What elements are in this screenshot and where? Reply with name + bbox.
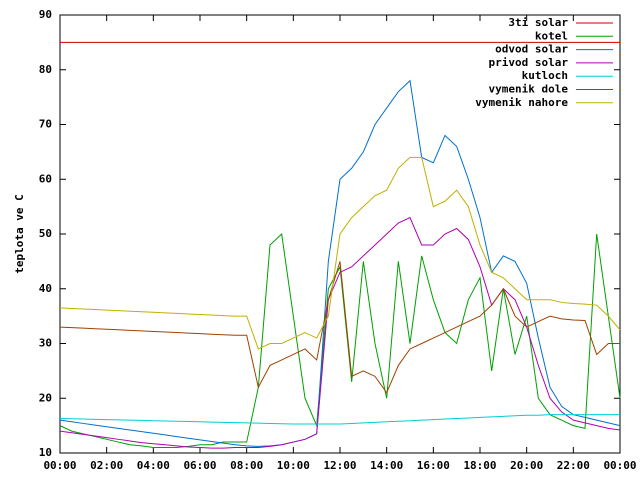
series-line [59, 414, 620, 425]
legend-label: vymenik dole [489, 83, 569, 96]
legend-label: kutloch [522, 69, 568, 82]
x-tick-label: 18:00 [463, 459, 496, 472]
legend-label: odvod solar [495, 43, 568, 56]
y-tick-label: 80 [39, 63, 52, 76]
x-tick-label: 12:00 [323, 459, 356, 472]
x-tick-label: 04:00 [137, 459, 170, 472]
y-tick-label: 60 [39, 172, 52, 185]
y-axis-label: teplota ve C [13, 194, 26, 273]
y-tick-label: 10 [39, 446, 52, 459]
y-tick-label: 90 [39, 8, 52, 21]
x-tick-label: 22:00 [557, 459, 590, 472]
x-tick-label: 08:00 [230, 459, 263, 472]
x-tick-label: 00:00 [603, 459, 636, 472]
y-tick-label: 50 [39, 227, 52, 240]
y-tick-label: 30 [39, 337, 52, 350]
y-tick-label: 20 [39, 391, 52, 404]
y-tick-label: 70 [39, 118, 52, 131]
series-line [59, 156, 621, 350]
legend-label: 3ti solar [508, 16, 568, 29]
x-tick-label: 10:00 [277, 459, 310, 472]
legend-label: kotel [535, 29, 568, 42]
series-line [59, 216, 621, 449]
series-line [59, 79, 621, 447]
legend-label: vymenik nahore [475, 96, 568, 109]
series-line [59, 232, 621, 449]
y-tick-label: 40 [39, 282, 52, 295]
x-tick-label: 02:00 [90, 459, 123, 472]
x-tick-label: 14:00 [370, 459, 403, 472]
x-tick-label: 00:00 [43, 459, 76, 472]
series-line [59, 261, 620, 394]
x-tick-label: 16:00 [417, 459, 450, 472]
x-tick-label: 06:00 [183, 459, 216, 472]
x-tick-label: 20:00 [510, 459, 543, 472]
legend-label: privod solar [489, 56, 569, 69]
